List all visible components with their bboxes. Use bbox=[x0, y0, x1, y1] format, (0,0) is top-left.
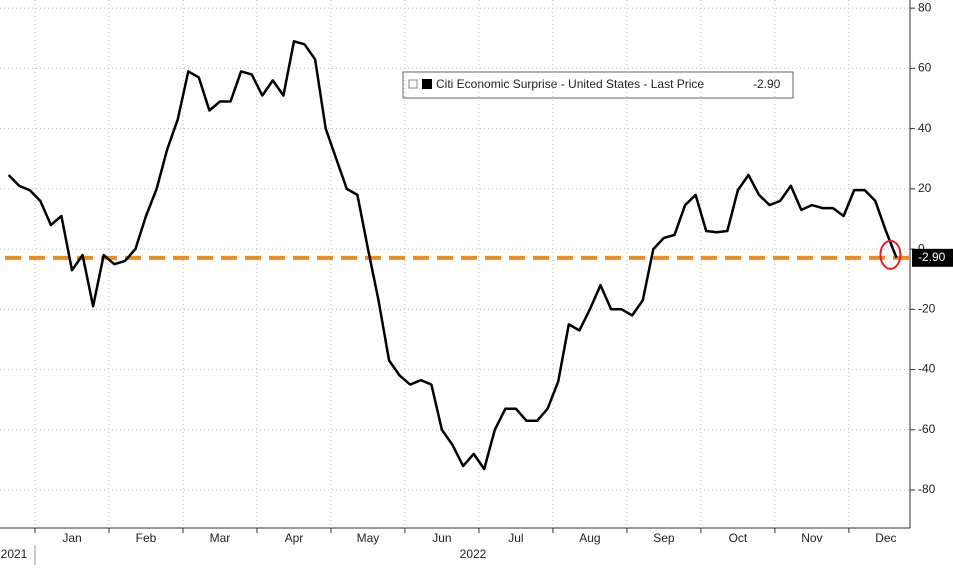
legend-last-price: -2.90 bbox=[753, 77, 781, 91]
legend-label: Citi Economic Surprise - United States -… bbox=[436, 77, 704, 91]
legend-box bbox=[402, 71, 794, 99]
x-tick-label: Jan bbox=[62, 531, 81, 545]
y-tick-label: 0 bbox=[918, 241, 925, 255]
y-tick-label: 40 bbox=[918, 121, 932, 135]
last-price-tag bbox=[912, 248, 953, 267]
year-label: 2021 bbox=[1, 547, 28, 561]
x-tick-label: Mar bbox=[210, 531, 231, 545]
x-tick-label: Dec bbox=[875, 531, 896, 545]
y-tick-label: -20 bbox=[918, 302, 936, 316]
x-tick-label: Aug bbox=[579, 531, 600, 545]
y-tick-label: -60 bbox=[918, 422, 936, 436]
year-label: 2022 bbox=[460, 547, 487, 561]
y-tick-label: 60 bbox=[918, 61, 932, 75]
x-tick-label: Oct bbox=[729, 531, 748, 545]
x-tick-label: Feb bbox=[136, 531, 157, 545]
data-line bbox=[7, 40, 898, 471]
highlight-circle bbox=[879, 239, 902, 270]
y-tick-label: -40 bbox=[918, 362, 936, 376]
x-tick-label: May bbox=[357, 531, 380, 545]
x-tick-label: Jul bbox=[508, 531, 523, 545]
last-price-tag-label: -2.90 bbox=[918, 250, 946, 264]
x-tick-label: Apr bbox=[285, 531, 304, 545]
x-tick-label: Nov bbox=[801, 531, 822, 545]
y-tick-label: -80 bbox=[918, 482, 936, 496]
legend-swatch bbox=[422, 79, 432, 89]
legend-toggle[interactable] bbox=[408, 79, 418, 89]
y-tick-label: 20 bbox=[918, 181, 932, 195]
x-tick-label: Sep bbox=[653, 531, 675, 545]
y-tick-label: 80 bbox=[918, 0, 932, 14]
x-tick-label: Jun bbox=[432, 531, 451, 545]
